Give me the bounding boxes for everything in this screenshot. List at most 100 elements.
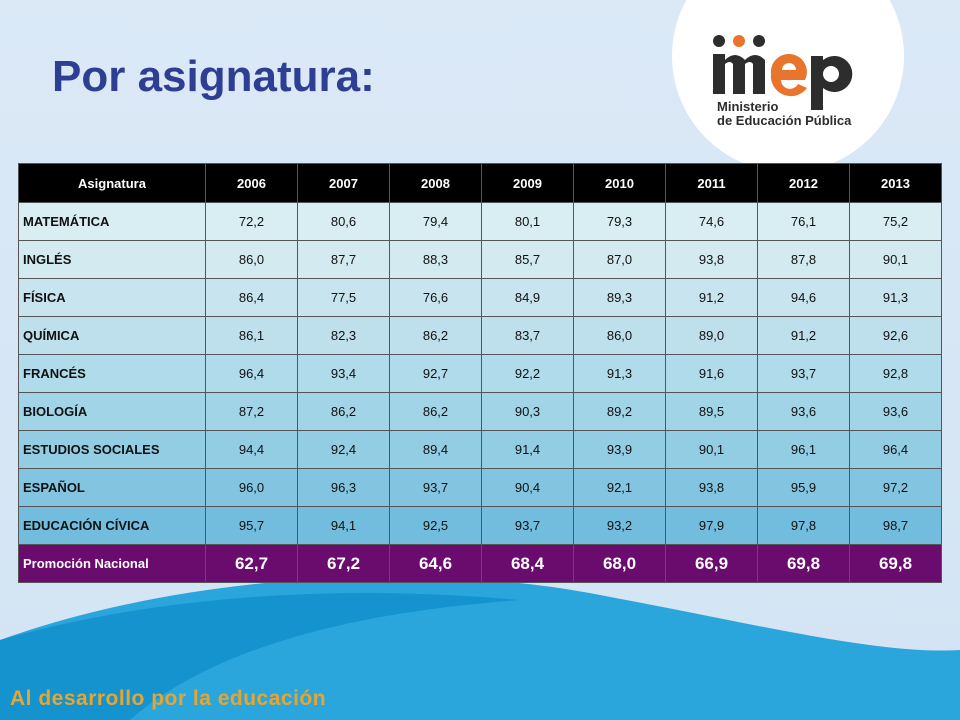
value-cell: 95,7 <box>205 506 298 545</box>
mep-logo-icon <box>713 35 853 110</box>
column-header: Asignatura <box>18 163 206 203</box>
value-cell: 90,1 <box>665 430 758 469</box>
value-cell: 86,0 <box>205 240 298 279</box>
value-cell: 85,7 <box>481 240 574 279</box>
value-cell: 83,7 <box>481 316 574 355</box>
value-cell: 89,4 <box>389 430 482 469</box>
column-header: 2012 <box>757 163 850 203</box>
value-cell: 93,8 <box>665 240 758 279</box>
value-cell: 94,6 <box>757 278 850 317</box>
value-cell: 98,7 <box>849 506 942 545</box>
promo-value-cell: 68,0 <box>573 544 666 583</box>
page-title: Por asignatura: <box>52 52 375 101</box>
value-cell: 93,7 <box>757 354 850 393</box>
value-cell: 86,0 <box>573 316 666 355</box>
value-cell: 76,1 <box>757 202 850 241</box>
table-header-row: Asignatura 2006 2007 2008 2009 2010 2011… <box>18 163 942 203</box>
value-cell: 93,8 <box>665 468 758 507</box>
column-header: 2013 <box>849 163 942 203</box>
value-cell: 91,3 <box>849 278 942 317</box>
value-cell: 96,4 <box>205 354 298 393</box>
value-cell: 89,0 <box>665 316 758 355</box>
promo-row: Promoción Nacional 62,7 67,2 64,6 68,4 68,0 66… <box>18 544 942 583</box>
value-cell: 91,2 <box>665 278 758 317</box>
value-cell: 90,3 <box>481 392 574 431</box>
value-cell: 92,8 <box>849 354 942 393</box>
subject-cell: EDUCACIÓN CÍVICA <box>18 506 206 545</box>
value-cell: 93,2 <box>573 506 666 545</box>
value-cell: 92,1 <box>573 468 666 507</box>
value-cell: 96,0 <box>205 468 298 507</box>
value-cell: 93,7 <box>481 506 574 545</box>
value-cell: 91,3 <box>573 354 666 393</box>
table-row: FÍSICA 86,4 77,5 76,6 84,9 89,3 91,2 94,6 91,3 <box>18 278 942 317</box>
value-cell: 96,3 <box>297 468 390 507</box>
subject-cell: INGLÉS <box>18 240 206 279</box>
value-cell: 96,1 <box>757 430 850 469</box>
subject-cell: QUÍMICA <box>18 316 206 355</box>
footer-slogan: Al desarrollo por la educación <box>10 687 327 710</box>
value-cell: 86,1 <box>205 316 298 355</box>
value-cell: 93,7 <box>389 468 482 507</box>
column-header: 2006 <box>205 163 298 203</box>
column-header: 2011 <box>665 163 758 203</box>
value-cell: 89,2 <box>573 392 666 431</box>
value-cell: 86,2 <box>297 392 390 431</box>
value-cell: 87,0 <box>573 240 666 279</box>
value-cell: 93,4 <box>297 354 390 393</box>
column-header: 2007 <box>297 163 390 203</box>
value-cell: 75,2 <box>849 202 942 241</box>
promo-value-cell: 66,9 <box>665 544 758 583</box>
promo-value-cell: 64,6 <box>389 544 482 583</box>
table-row: QUÍMICA 86,1 82,3 86,2 83,7 86,0 89,0 91,2 92,6 <box>18 316 942 355</box>
value-cell: 82,3 <box>297 316 390 355</box>
table-row: ESTUDIOS SOCIALES 94,4 92,4 89,4 91,4 93,9 90,… <box>18 430 942 469</box>
logo-line-2: de Educación Pública <box>717 113 852 128</box>
table-row: BIOLOGÍA 87,2 86,2 86,2 90,3 89,2 89,5 93,6 93,6 <box>18 392 942 431</box>
value-cell: 92,4 <box>297 430 390 469</box>
value-cell: 91,2 <box>757 316 850 355</box>
value-cell: 92,5 <box>389 506 482 545</box>
value-cell: 86,2 <box>389 316 482 355</box>
value-cell: 79,3 <box>573 202 666 241</box>
column-header: 2010 <box>573 163 666 203</box>
table-row: EDUCACIÓN CÍVICA 95,7 94,1 92,5 93,7 93,2 97,9… <box>18 506 942 545</box>
value-cell: 93,9 <box>573 430 666 469</box>
promo-value-cell: 62,7 <box>205 544 298 583</box>
value-cell: 93,6 <box>757 392 850 431</box>
column-header: 2009 <box>481 163 574 203</box>
table-row: INGLÉS 86,0 87,7 88,3 85,7 87,0 93,8 87,8 90,1 <box>18 240 942 279</box>
value-cell: 80,6 <box>297 202 390 241</box>
value-cell: 93,6 <box>849 392 942 431</box>
promo-value-cell: 67,2 <box>297 544 390 583</box>
value-cell: 92,7 <box>389 354 482 393</box>
table-row: MATEMÁTICA 72,2 80,6 79,4 80,1 79,3 74,6 76,1 75… <box>18 202 942 241</box>
value-cell: 72,2 <box>205 202 298 241</box>
value-cell: 94,4 <box>205 430 298 469</box>
value-cell: 91,6 <box>665 354 758 393</box>
value-cell: 94,1 <box>297 506 390 545</box>
value-cell: 84,9 <box>481 278 574 317</box>
logo-line-1: Ministerio <box>717 99 779 114</box>
promo-label-cell: Promoción Nacional <box>18 544 206 583</box>
value-cell: 95,9 <box>757 468 850 507</box>
subject-cell: BIOLOGÍA <box>18 392 206 431</box>
value-cell: 97,9 <box>665 506 758 545</box>
value-cell: 86,2 <box>389 392 482 431</box>
table-row: ESPAÑOL 96,0 96,3 93,7 90,4 92,1 93,8 95,9 97,2 <box>18 468 942 507</box>
subject-cell: ESPAÑOL <box>18 468 206 507</box>
subject-cell: ESTUDIOS SOCIALES <box>18 430 206 469</box>
promo-value-cell: 68,4 <box>481 544 574 583</box>
value-cell: 74,6 <box>665 202 758 241</box>
column-header: 2008 <box>389 163 482 203</box>
promo-value-cell: 69,8 <box>849 544 942 583</box>
results-table: Asignatura 2006 2007 2008 2009 2010 2011… <box>18 163 942 583</box>
value-cell: 92,6 <box>849 316 942 355</box>
value-cell: 87,8 <box>757 240 850 279</box>
value-cell: 86,4 <box>205 278 298 317</box>
value-cell: 88,3 <box>389 240 482 279</box>
value-cell: 97,8 <box>757 506 850 545</box>
promo-value-cell: 69,8 <box>757 544 850 583</box>
subject-cell: FRANCÉS <box>18 354 206 393</box>
